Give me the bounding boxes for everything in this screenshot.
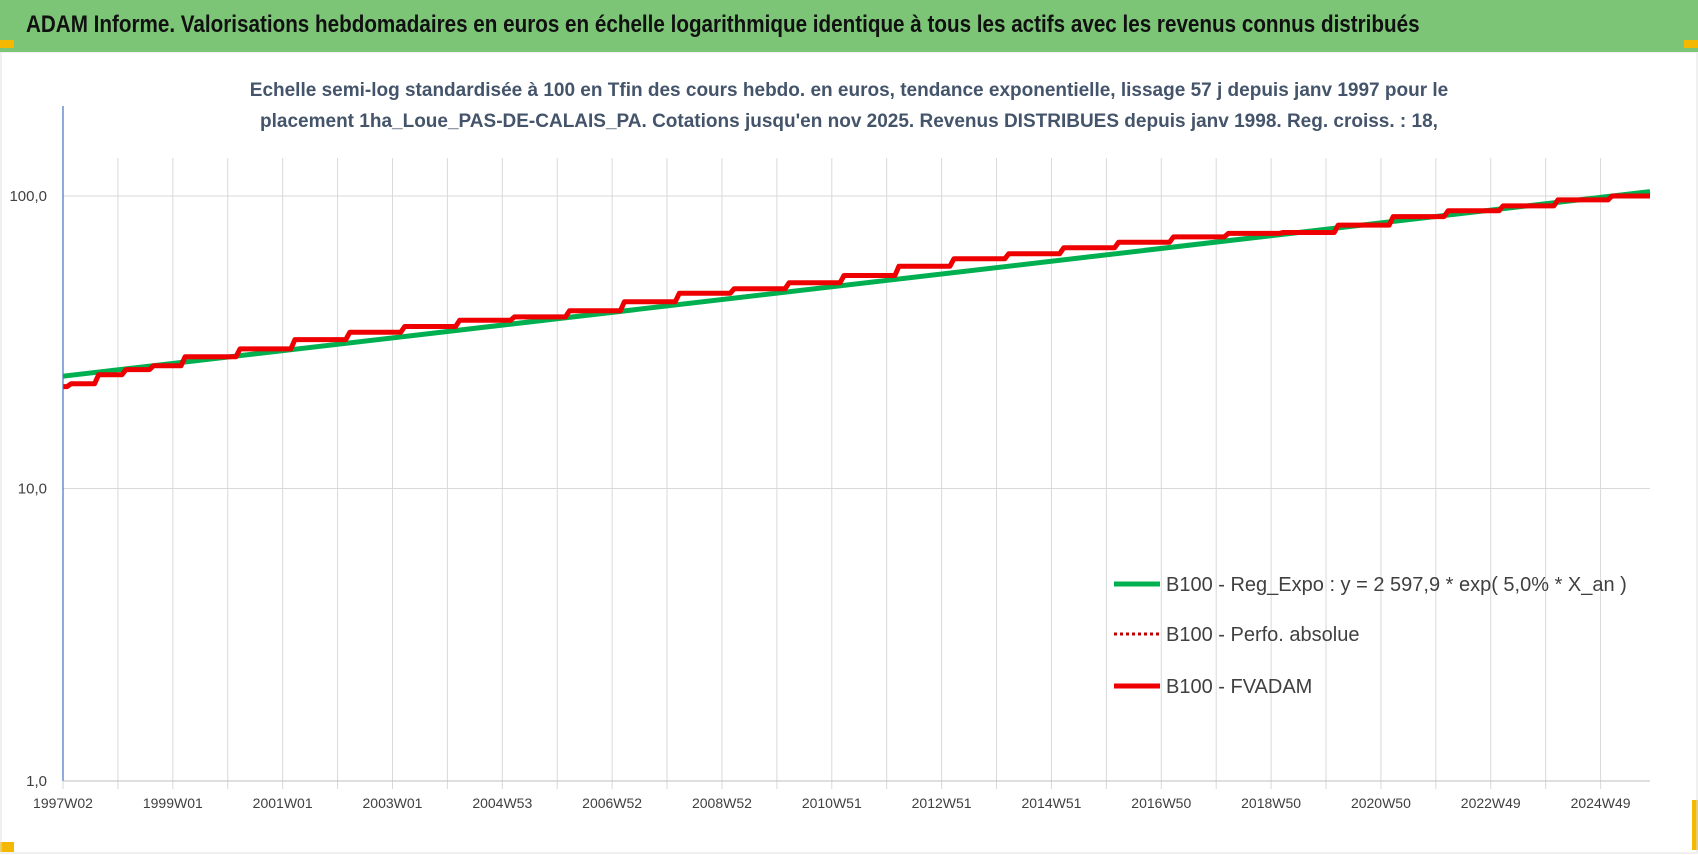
y-tick-label: 10,0 <box>18 481 47 498</box>
header-bar: ADAM Informe. Valorisations hebdomadaire… <box>0 0 1698 52</box>
chart-subtitle-line-2: placement 1ha_Loue_PAS-DE-CALAIS_PA. Cot… <box>260 111 1438 132</box>
x-tick-label: 2001W01 <box>253 795 313 811</box>
x-tick-label: 2006W52 <box>582 795 642 811</box>
chart-area: Echelle semi-log standardisée à 100 en T… <box>0 52 1698 855</box>
x-tick-label: 2008W52 <box>692 795 752 811</box>
x-tick-label: 2022W49 <box>1461 795 1521 811</box>
x-tick-label: 2024W49 <box>1571 795 1631 811</box>
x-tick-label: 2003W01 <box>363 795 423 811</box>
series-line-reg-expo <box>62 189 1651 379</box>
axes: 1,0 10,0 100,0 1997W02 1999W01 2001W01 2003W01… <box>9 106 1650 811</box>
corner-accent-top-right <box>1684 40 1698 48</box>
series-lines <box>62 189 1651 390</box>
y-tick-label: 1,0 <box>26 773 47 790</box>
x-tick-label: 2018W50 <box>1241 795 1301 811</box>
chart: Echelle semi-log standardisée à 100 en T… <box>0 52 1698 854</box>
y-tick-label: 100,0 <box>9 188 47 205</box>
x-tick-label: 1999W01 <box>143 795 203 811</box>
x-tick-label: 2016W50 <box>1131 795 1191 811</box>
corner-accent-top-left <box>0 40 14 48</box>
chart-border <box>0 52 1698 854</box>
x-tick-label: 2010W51 <box>802 795 862 811</box>
gridlines <box>62 158 1650 789</box>
x-tick-label: 2012W51 <box>912 795 972 811</box>
x-tick-label: 2004W53 <box>472 795 532 811</box>
x-tick-label: 1997W02 <box>33 795 93 811</box>
x-tick-label: 2014W51 <box>1021 795 1081 811</box>
legend-label-perfo-absolue: B100 - Perfo. absolue <box>1166 624 1359 646</box>
page-title: ADAM Informe. Valorisations hebdomadaire… <box>26 11 1420 38</box>
series-line-fvadam <box>63 193 1650 390</box>
legend-label-fvadam: B100 - FVADAM <box>1166 676 1312 698</box>
x-tick-label: 2020W50 <box>1351 795 1411 811</box>
chart-subtitle-line-1: Echelle semi-log standardisée à 100 en T… <box>250 80 1448 101</box>
corner-accent-bottom-left <box>0 842 14 852</box>
legend-label-reg-expo: B100 - Reg_Expo : y = 2 597,9 * exp( 5,0… <box>1166 574 1627 596</box>
corner-accent-bottom-right <box>1692 800 1698 850</box>
legend: B100 - Reg_Expo : y = 2 597,9 * exp( 5,0… <box>1114 574 1627 698</box>
